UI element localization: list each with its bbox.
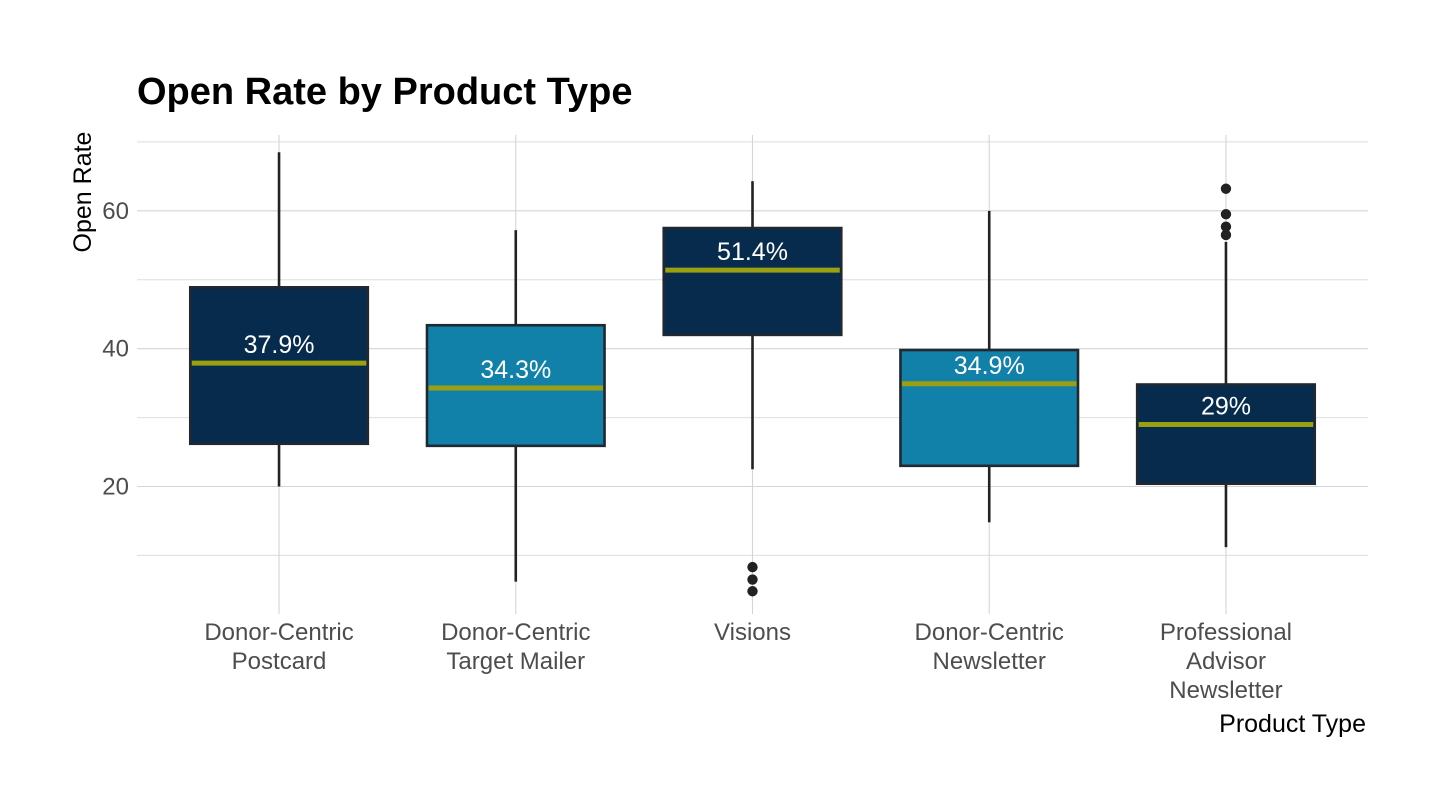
median-data-label: 37.9% — [244, 331, 315, 359]
box — [1135, 383, 1317, 486]
outlier-point — [1220, 229, 1232, 241]
outlier-point — [747, 586, 758, 597]
median-data-label: 29% — [1201, 392, 1251, 420]
box-group: 51.4% — [662, 181, 843, 597]
outlier-point — [747, 574, 758, 585]
box-group: 37.9% — [188, 152, 370, 487]
y-tick-label: 20 — [102, 473, 129, 500]
x-tick-label: Postcard — [232, 648, 327, 675]
outlier-point — [747, 561, 758, 573]
median-data-label: 51.4% — [717, 238, 788, 266]
outlier-point — [1220, 221, 1232, 232]
box-group: 34.3% — [425, 230, 606, 582]
x-tick-label: Donor-Centric — [204, 619, 353, 646]
x-tick-label: Newsletter — [1169, 677, 1282, 704]
outlier-point — [1220, 209, 1232, 220]
x-tick-label: Target Mailer — [446, 648, 585, 675]
median-data-label: 34.3% — [480, 356, 551, 384]
box-group: 29% — [1135, 183, 1317, 548]
labels: 204060Donor-CentricPostcardDonor-Centric… — [102, 198, 1292, 704]
boxes: 37.9% 34.3% 51.4% 34.9% 29% — [188, 152, 1317, 597]
y-axis-title: Open Rate — [69, 132, 97, 253]
x-tick-label: Newsletter — [933, 648, 1046, 675]
x-tick-label: Donor-Centric — [441, 619, 590, 646]
box-group: 34.9% — [899, 210, 1080, 523]
x-tick-label: Donor-Centric — [915, 619, 1064, 646]
y-tick-label: 40 — [102, 336, 129, 363]
chart-title: Open Rate by Product Type — [137, 71, 632, 113]
x-axis-title: Product Type — [1219, 710, 1366, 738]
y-tick-label: 60 — [102, 198, 129, 225]
x-tick-label: Visions — [714, 619, 791, 646]
median-data-label: 34.9% — [954, 352, 1025, 380]
outlier-point — [1220, 183, 1232, 194]
x-tick-label: Professional — [1160, 619, 1292, 646]
x-tick-label: Advisor — [1186, 648, 1266, 675]
box — [662, 226, 843, 337]
box — [899, 348, 1080, 468]
